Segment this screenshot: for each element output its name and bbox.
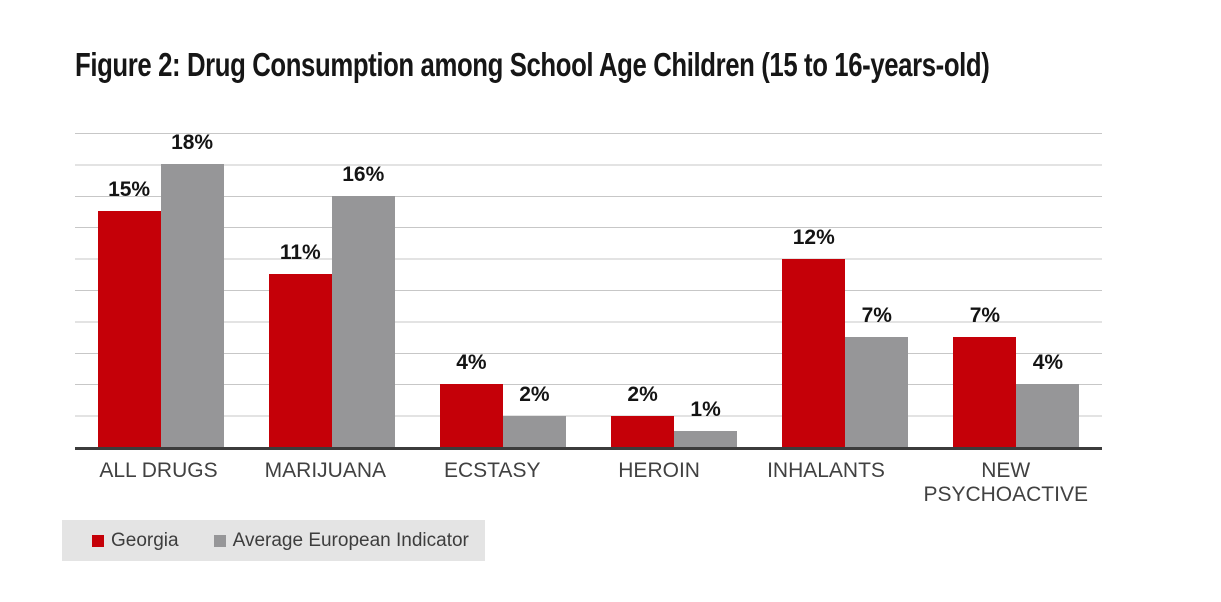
bar-georgia-marijuana: 11%: [268, 241, 332, 447]
value-label-georgia-ecstasy: 4%: [456, 351, 487, 374]
value-label-average-european-indicator-marijuana: 16%: [342, 163, 385, 186]
legend-swatch-average-european-indicator: [213, 534, 226, 547]
bar-average-european-indicator-heroin: 1%: [674, 398, 738, 447]
category-axis: ALL DRUGS MARIJUANA ECSTASY HEROIN INHALANTS…: [75, 459, 1102, 507]
value-label-georgia-inhalants: 12%: [792, 226, 835, 249]
category-label-ecstasy: ECSTASY: [443, 459, 541, 482]
value-label-georgia-all-drugs: 15%: [108, 178, 151, 201]
value-label-average-european-indicator-new-psychoactive: 4%: [1032, 351, 1064, 374]
bar-average-european-indicator-all-drugs: 18%: [160, 131, 224, 447]
value-label-average-european-indicator-ecstasy: 2%: [519, 383, 550, 406]
value-label-georgia-new-psychoactive: 7%: [969, 304, 1001, 327]
bar-georgia-new-psychoactive: 7%: [953, 304, 1017, 447]
legend: Georgia Average European Indicator: [62, 520, 485, 561]
plot-area: 15% 18% 11% 16% 4% 2% 2% 1% 12% 7% 7% 4%: [75, 131, 1102, 450]
chart-title: Figure 2: Drug Consumption among School …: [75, 46, 990, 83]
value-label-average-european-indicator-inhalants: 7%: [861, 304, 892, 327]
category-label-heroin: HEROIN: [618, 459, 700, 482]
bar-groups: 15% 18% 11% 16% 4% 2% 2% 1% 12% 7% 7% 4%: [75, 131, 1102, 447]
category-label-new-psychoactive: NEW PSYCHOACTIVE: [923, 459, 1088, 506]
bar-group-new-psychoactive: 7% 4%: [931, 304, 1102, 447]
bar-average-european-indicator-ecstasy: 2%: [502, 383, 566, 447]
legend-label-georgia: Georgia: [111, 529, 179, 551]
bar-average-european-indicator-marijuana: 16%: [331, 163, 395, 447]
gridlines: [75, 133, 1102, 417]
value-label-average-european-indicator-all-drugs: 18%: [171, 131, 214, 154]
bar-georgia-all-drugs: 15%: [97, 178, 161, 447]
legend-swatch-georgia: [92, 534, 104, 547]
category-label-marijuana: MARIJUANA: [264, 459, 387, 482]
bar-group-inhalants: 12% 7%: [760, 226, 931, 447]
value-label-georgia-marijuana: 11%: [279, 241, 321, 264]
category-label-inhalants: INHALANTS: [767, 459, 885, 482]
bar-group-heroin: 2% 1%: [589, 383, 760, 447]
bar-average-european-indicator-inhalants: 7%: [845, 304, 909, 447]
bar-georgia-ecstasy: 4%: [439, 351, 503, 447]
legend-label-average-european-indicator: Average European Indicator: [232, 529, 469, 551]
bar-georgia-inhalants: 12%: [782, 226, 846, 447]
bar-georgia-heroin: 2%: [611, 383, 675, 447]
value-label-georgia-heroin: 2%: [627, 383, 658, 406]
bar-group-ecstasy: 4% 2%: [417, 351, 588, 447]
bar-average-european-indicator-new-psychoactive: 4%: [1016, 351, 1080, 447]
bar-group-marijuana: 11% 16%: [246, 163, 417, 447]
value-label-average-european-indicator-heroin: 1%: [690, 398, 721, 421]
category-label-all-drugs: ALL DRUGS: [99, 459, 218, 482]
bar-group-all-drugs: 15% 18%: [75, 131, 246, 447]
